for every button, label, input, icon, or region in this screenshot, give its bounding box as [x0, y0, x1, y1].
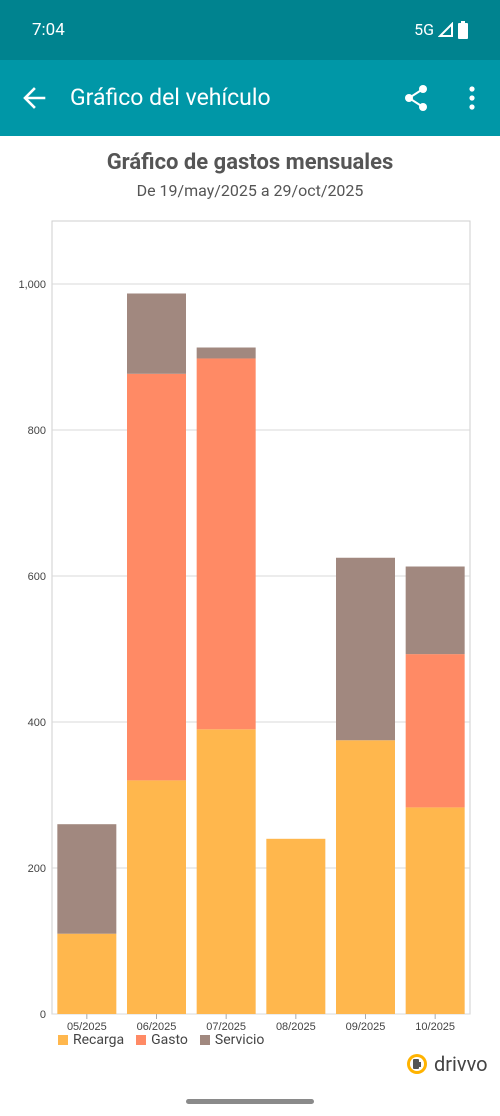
share-icon[interactable] — [402, 84, 430, 112]
x-tick-label: 08/2025 — [276, 1021, 316, 1033]
chart-subtitle: De 19/may/2025 a 29/oct/2025 — [136, 181, 364, 200]
status-bar: 7:04 5G — [0, 0, 500, 60]
bar-segment-gasto — [127, 373, 186, 781]
more-options-icon[interactable] — [460, 84, 484, 112]
drivvo-logo: drivvo — [406, 1052, 488, 1076]
gesture-nav-handle[interactable] — [186, 1099, 314, 1104]
y-tick-label: 600 — [28, 571, 46, 583]
bar-segment-gasto — [405, 654, 465, 808]
legend-swatch — [199, 1035, 210, 1045]
bar-segment-servicio — [127, 293, 186, 374]
status-icons: 5G — [414, 20, 468, 39]
chart-title: Gráfico de gastos mensuales — [106, 150, 394, 175]
signal-icon — [438, 21, 453, 37]
legend-label: Gasto — [151, 1032, 188, 1048]
bar-segment-recarga — [196, 729, 256, 1014]
legend-label: Recarga — [73, 1032, 125, 1048]
brand-name: drivvo — [434, 1052, 488, 1076]
network-label: 5G — [414, 20, 434, 39]
x-tick-label: 07/2025 — [206, 1021, 246, 1033]
bar-segment-recarga — [127, 780, 186, 1014]
battery-icon — [458, 20, 468, 39]
app-bar: Gráfico del vehículo — [0, 60, 500, 136]
legend-item-gasto: Gasto — [136, 1032, 188, 1048]
bar-segment-servicio — [336, 557, 395, 741]
legend-swatch — [136, 1035, 147, 1045]
legend-item-servicio: Servicio — [199, 1032, 265, 1048]
back-arrow-icon[interactable] — [18, 82, 50, 114]
legend-item-recarga: Recarga — [58, 1032, 124, 1048]
app-title: Gráfico del vehículo — [70, 84, 271, 111]
bar-segment-servicio — [405, 566, 465, 655]
bar-segment-servicio — [196, 347, 256, 359]
x-tick-label: 09/2025 — [346, 1021, 386, 1033]
bar-segment-gasto — [196, 358, 256, 730]
y-tick-label: 200 — [28, 863, 46, 875]
bar-segment-servicio — [57, 824, 117, 934]
bar-segment-recarga — [336, 740, 395, 1014]
x-tick-label: 10/2025 — [415, 1021, 455, 1033]
y-tick-label: 400 — [28, 717, 46, 729]
x-tick-label: 06/2025 — [137, 1021, 177, 1033]
y-tick-label: 0 — [40, 1009, 46, 1021]
legend-swatch — [58, 1035, 68, 1045]
x-tick-label: 05/2025 — [67, 1021, 107, 1033]
drivvo-logo-icon — [407, 1054, 427, 1074]
legend-label: Servicio — [214, 1032, 265, 1048]
bar-segment-recarga — [57, 933, 117, 1014]
bar-segment-recarga — [266, 838, 326, 1014]
status-time: 7:04 — [32, 20, 65, 40]
y-tick-label: 1,000 — [18, 279, 46, 291]
bar-segment-recarga — [405, 807, 465, 1014]
chart-legend: Recarga Gasto Servicio — [58, 1032, 264, 1048]
y-tick-label: 800 — [28, 425, 46, 437]
